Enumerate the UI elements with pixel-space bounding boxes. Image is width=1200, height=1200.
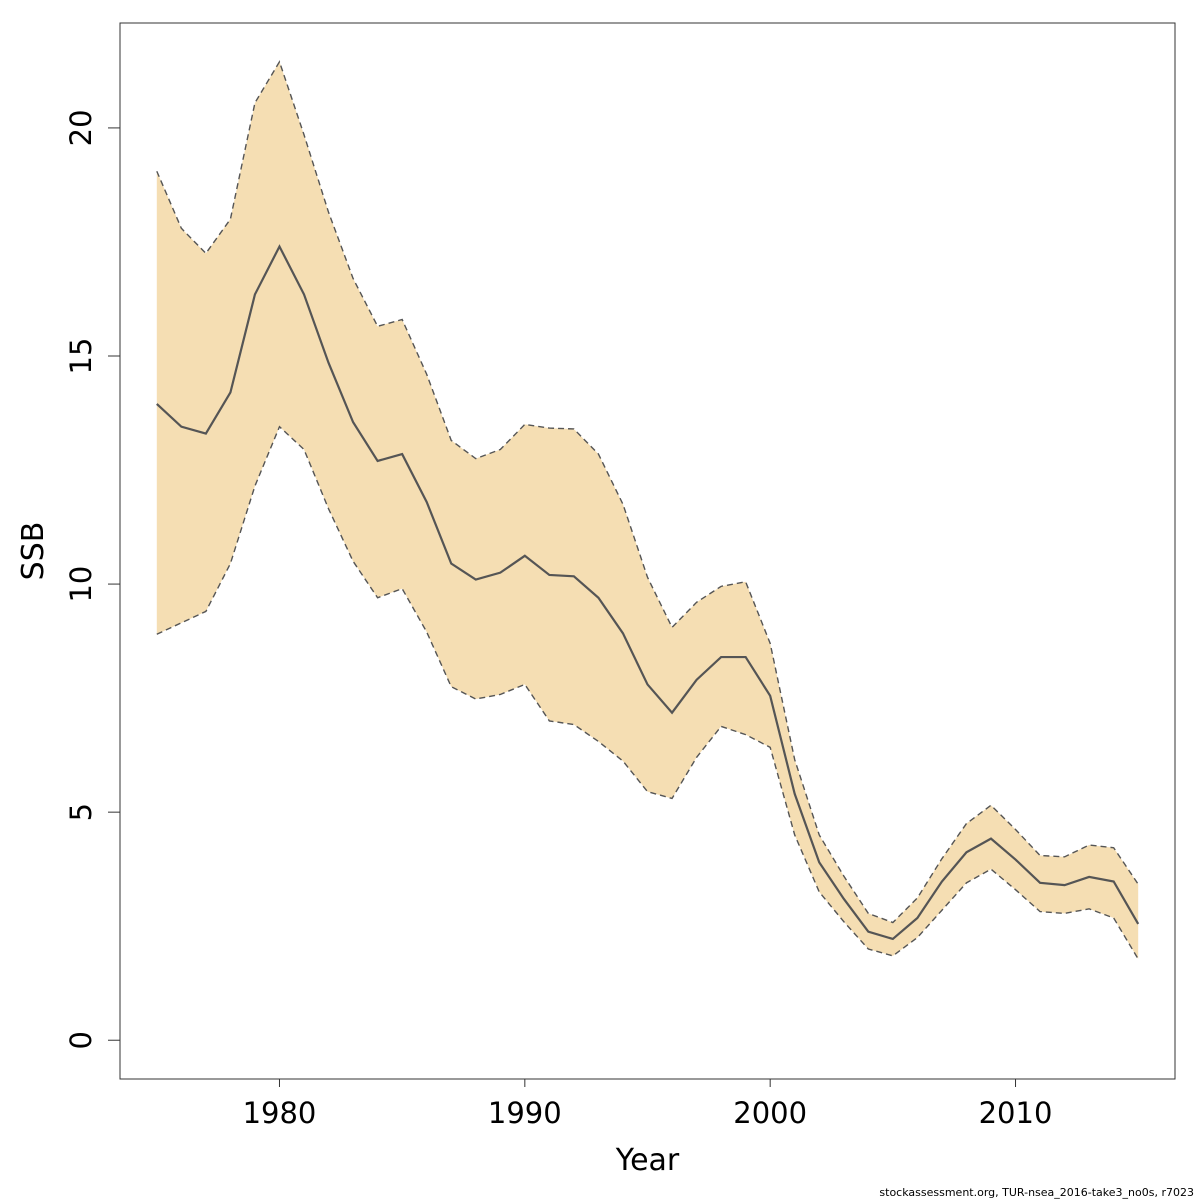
y-axis-title: SSB xyxy=(16,522,51,581)
y-tick-label: 10 xyxy=(64,566,98,603)
lower-bound-line xyxy=(156,425,1139,960)
y-tick-label: 15 xyxy=(64,338,98,375)
y-axis: 0 5 10 15 20 xyxy=(64,109,121,1049)
y-tick-label: 5 xyxy=(64,803,98,821)
x-tick-label: 1990 xyxy=(488,1096,562,1130)
x-tick-label: 1980 xyxy=(243,1096,317,1130)
y-tick-label: 20 xyxy=(64,109,98,146)
footer-credit: stockassessment.org, TUR-nsea_2016-take3… xyxy=(879,1186,1194,1199)
confidence-band xyxy=(156,61,1139,960)
x-axis: 1980 1990 2000 2010 xyxy=(243,1078,1053,1130)
x-tick-label: 2010 xyxy=(979,1096,1053,1130)
ssb-estimate-line xyxy=(156,244,1140,941)
x-tick-label: 2000 xyxy=(733,1096,807,1130)
upper-bound-line xyxy=(156,60,1139,924)
plot-area xyxy=(156,60,1140,960)
x-axis-title: Year xyxy=(615,1143,680,1178)
y-tick-label: 0 xyxy=(64,1031,98,1049)
